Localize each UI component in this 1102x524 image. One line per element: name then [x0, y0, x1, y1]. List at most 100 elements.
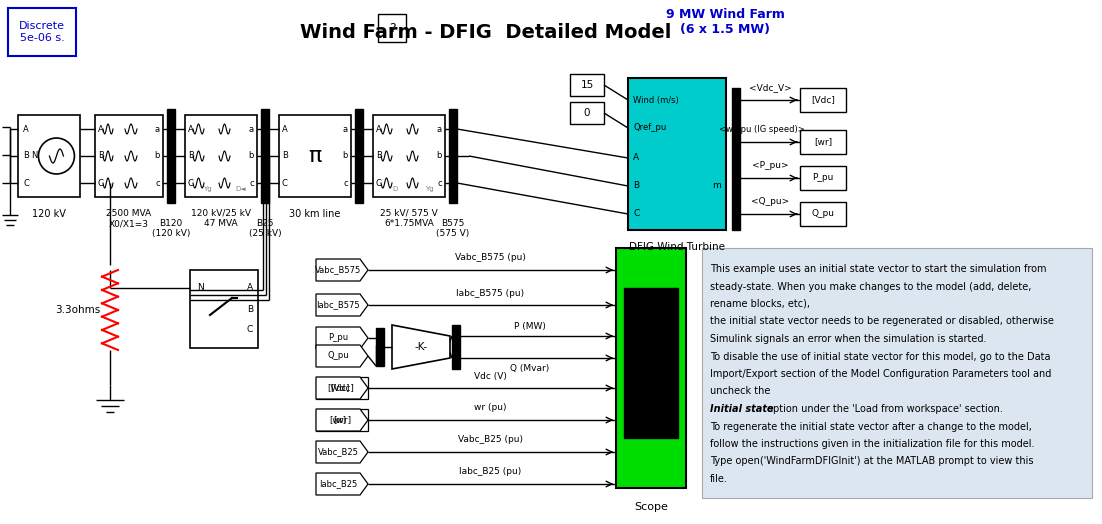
Text: Scope: Scope — [634, 502, 668, 512]
Text: A: A — [633, 154, 639, 162]
Text: Yg: Yg — [203, 186, 212, 192]
Bar — [800, 88, 846, 112]
Text: 25 kV/ 575 V
6*1.75MVA: 25 kV/ 575 V 6*1.75MVA — [380, 209, 437, 228]
Text: Import/Export section of the Model Configuration Parameters tool and: Import/Export section of the Model Confi… — [710, 369, 1051, 379]
Text: a: a — [155, 125, 160, 134]
Text: Iabc_B25: Iabc_B25 — [318, 479, 357, 488]
Bar — [449, 109, 457, 203]
Text: B: B — [282, 151, 288, 160]
Bar — [570, 74, 604, 96]
Text: B: B — [23, 151, 29, 160]
Text: ?: ? — [389, 21, 396, 35]
Text: [wr]: [wr] — [814, 137, 832, 147]
Text: 15: 15 — [581, 80, 594, 90]
Text: C: C — [98, 179, 104, 188]
Bar — [376, 328, 383, 366]
Text: A: A — [188, 125, 194, 134]
Text: uncheck the: uncheck the — [710, 387, 770, 397]
Bar — [378, 14, 406, 42]
Bar — [628, 78, 726, 230]
Text: Type open('WindFarmDFIGInit') at the MATLAB prompt to view this: Type open('WindFarmDFIGInit') at the MAT… — [710, 456, 1034, 466]
Text: rename blocks, etc),: rename blocks, etc), — [710, 299, 810, 309]
Text: the initial state vector needs to be regenerated or disabled, otherwise: the initial state vector needs to be reg… — [710, 316, 1054, 326]
Text: Qref_pu: Qref_pu — [633, 124, 667, 133]
Bar — [570, 102, 604, 124]
Text: Simulink signals an error when the simulation is started.: Simulink signals an error when the simul… — [710, 334, 986, 344]
Text: 0: 0 — [584, 108, 591, 118]
Text: 30 km line: 30 km line — [290, 209, 341, 219]
Text: A: A — [376, 125, 381, 134]
Bar — [355, 109, 363, 203]
Text: B: B — [247, 304, 253, 313]
Text: Q_pu: Q_pu — [327, 352, 349, 361]
Text: B575
(575 V): B575 (575 V) — [436, 219, 469, 238]
Bar — [702, 248, 1092, 498]
Polygon shape — [316, 345, 368, 367]
Text: B: B — [376, 151, 382, 160]
Text: b: b — [154, 151, 160, 160]
Text: 9 MW Wind Farm
(6 x 1.5 MW): 9 MW Wind Farm (6 x 1.5 MW) — [666, 8, 785, 36]
Bar — [190, 270, 258, 348]
Text: Vabc_B575: Vabc_B575 — [315, 266, 361, 275]
Text: follow the instructions given in the initialization file for this model.: follow the instructions given in the ini… — [710, 439, 1035, 449]
Bar — [624, 288, 678, 438]
Bar — [279, 115, 352, 197]
Text: Iabc_B25 (pu): Iabc_B25 (pu) — [458, 467, 521, 476]
Text: [Vdc]: [Vdc] — [327, 384, 349, 392]
Text: D◄: D◄ — [236, 186, 247, 192]
Text: A: A — [282, 125, 288, 134]
Text: B25
(25 kV): B25 (25 kV) — [249, 219, 281, 238]
Text: <Q_pu>: <Q_pu> — [750, 198, 789, 206]
Text: a: a — [343, 125, 348, 134]
Bar — [185, 115, 257, 197]
Text: <Vdc_V>: <Vdc_V> — [748, 83, 791, 93]
Bar — [452, 325, 460, 369]
Text: N: N — [196, 283, 204, 292]
Text: 120 kV: 120 kV — [32, 209, 66, 219]
Text: steady-state. When you make changes to the model (add, delete,: steady-state. When you make changes to t… — [710, 281, 1031, 291]
Text: <P_pu>: <P_pu> — [752, 161, 788, 170]
Text: Vabc_B575 (pu): Vabc_B575 (pu) — [454, 254, 526, 263]
Text: P (MW): P (MW) — [514, 322, 545, 331]
Text: π: π — [309, 146, 322, 166]
Bar — [168, 109, 175, 203]
Text: Initial state: Initial state — [710, 404, 774, 414]
Bar — [800, 130, 846, 154]
Text: C: C — [633, 210, 639, 219]
Text: A: A — [23, 125, 29, 134]
Polygon shape — [316, 441, 368, 463]
Text: N: N — [31, 151, 37, 160]
Text: Q_pu: Q_pu — [811, 210, 834, 219]
Text: wr (pu): wr (pu) — [474, 403, 506, 412]
Text: To disable the use of initial state vector for this model, go to the Data: To disable the use of initial state vect… — [710, 352, 1050, 362]
Text: P_pu: P_pu — [812, 173, 834, 182]
Bar — [732, 88, 741, 230]
Text: 3.3ohms: 3.3ohms — [55, 305, 100, 315]
Bar — [616, 248, 687, 488]
Text: c: c — [155, 179, 160, 188]
Text: B120
(120 kV): B120 (120 kV) — [152, 219, 191, 238]
Text: C: C — [23, 179, 29, 188]
Text: Iabc_B575 (pu): Iabc_B575 (pu) — [456, 289, 525, 298]
Text: A: A — [98, 125, 104, 134]
Polygon shape — [316, 409, 368, 431]
Text: C: C — [188, 179, 194, 188]
Text: 120 kV/25 kV
47 MVA: 120 kV/25 kV 47 MVA — [191, 209, 251, 228]
Bar — [316, 377, 368, 399]
Text: C: C — [282, 179, 288, 188]
Text: B: B — [188, 151, 194, 160]
Bar — [95, 115, 163, 197]
Text: <wr_pu (IG speed)>: <wr_pu (IG speed)> — [720, 126, 804, 135]
Text: B: B — [633, 181, 639, 191]
Bar — [800, 166, 846, 190]
Text: a: a — [436, 125, 442, 134]
Text: [wr]: [wr] — [333, 416, 352, 424]
Text: Wind (m/s): Wind (m/s) — [633, 95, 679, 104]
Text: option under the 'Load from workspace' section.: option under the 'Load from workspace' s… — [764, 404, 1003, 414]
Text: c: c — [437, 179, 442, 188]
Polygon shape — [316, 294, 368, 316]
Text: c: c — [344, 179, 348, 188]
Text: P_pu: P_pu — [328, 333, 348, 343]
Bar — [800, 202, 846, 226]
Text: c: c — [249, 179, 253, 188]
